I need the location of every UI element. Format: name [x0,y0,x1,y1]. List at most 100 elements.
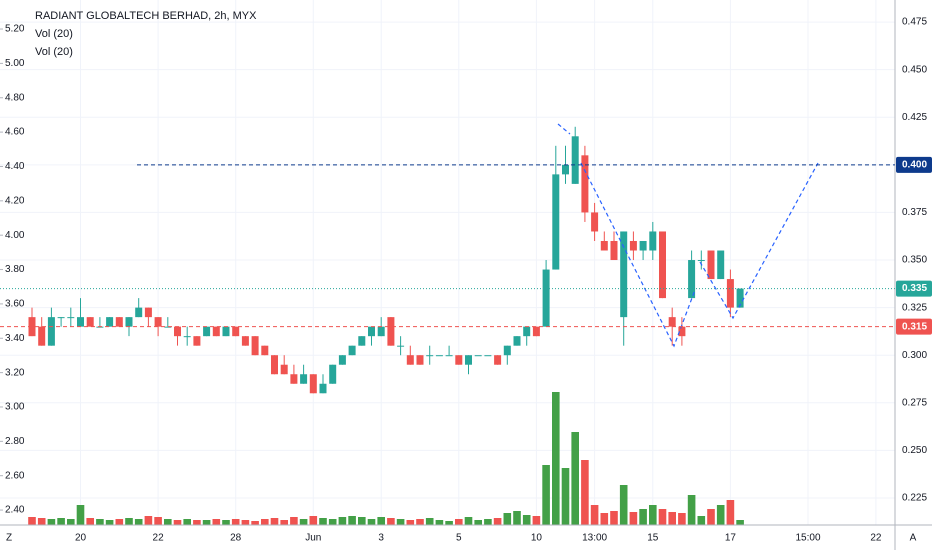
price-label: 0.335 [902,283,927,294]
volume-bar [367,519,376,525]
candle-body [47,317,55,346]
candle-body [300,374,308,384]
price-label-box [896,156,932,173]
chart-title: RADIANT GLOBALTECH BERHAD, 2h, MYX [35,10,257,22]
candle-body [397,345,405,347]
volume-bar [67,519,75,525]
volume-bar [561,468,570,525]
y-tick-label: 0.450 [902,64,927,75]
volume-bar [28,517,36,525]
volume-bar [571,432,579,525]
candle-body [552,174,560,270]
volume-bar [134,519,143,525]
candle-body [523,326,531,337]
candle-body [212,326,220,337]
candle-body [455,355,463,365]
candle-body [571,136,579,184]
candle-body [697,260,705,262]
volume-bar [222,520,230,525]
x-tick-label: 15:00 [795,533,820,544]
y2-tick-label: 4.00 [5,230,25,241]
volume-bar [590,505,599,525]
candle-body [659,231,666,299]
volume-bar [86,518,94,525]
volume-bar [377,517,385,525]
candle-body [309,374,317,394]
y2-tick-label: 4.80 [5,92,25,103]
y2-tick-label: 3.40 [5,333,25,344]
pattern-line [699,162,819,320]
corner-label[interactable]: A [910,533,917,544]
volume-bar [251,521,259,525]
candle-body [115,317,123,327]
volume-bar [513,511,521,525]
candle-body [726,279,734,308]
volume-bar [455,519,463,525]
candle-body [668,317,676,327]
volume-bar [716,505,725,525]
volume-bar [687,495,696,525]
volume-bar [619,485,628,525]
y-tick-label: 0.300 [902,350,927,361]
candle-body [251,336,259,356]
volume-bar [416,519,424,525]
candle-body [707,250,715,280]
candle-body [620,231,628,318]
candle-body [484,355,492,357]
volume-bar [726,500,735,525]
y2-tick-label: 3.80 [5,264,25,275]
y-tick-label: 0.325 [902,302,927,313]
price-label: 0.400 [902,159,927,170]
y-tick-label: 0.225 [902,493,927,504]
y2-tick-label: 5.20 [5,24,25,35]
candle-body [416,355,424,365]
pattern-drawing [557,123,819,348]
volume-bar [532,516,541,525]
volume-bar [96,519,104,525]
indicator-label: Vol (20) [35,46,73,58]
candle-body [348,345,356,356]
x-tick-label: 17 [725,533,737,544]
y-tick-label: 0.250 [902,445,927,456]
x-tick-label: 10 [531,533,543,544]
candle-body [203,326,211,337]
volume-bar [358,517,366,525]
volume-bar [445,521,453,525]
candle-body [77,317,84,327]
candle-body [639,240,647,251]
volume-bar [115,519,124,525]
corner-label[interactable]: Z [6,533,12,544]
y2-tick-label: 3.60 [5,299,25,310]
y2-tick-label: 3.00 [5,402,25,413]
volume-bar [173,520,182,525]
volume-bar [435,520,444,525]
candle-body [649,231,657,251]
candle-body [280,364,288,375]
candle-body [445,355,453,357]
candle-body [494,355,502,365]
volume-bar [542,465,550,525]
candle-body [688,260,696,299]
volume-bar [552,392,560,525]
candle-body [125,317,133,327]
volume-bar [57,518,65,525]
x-tick-label: 13:00 [582,533,607,544]
volume-bar [241,520,250,525]
volume-bar [484,519,492,525]
volume-bar [338,517,347,525]
candle-body [406,355,414,365]
volume-bar [261,519,269,525]
price-label-box [896,280,932,297]
candle-body [503,345,511,356]
volume-bar [193,520,201,525]
volume-bar [629,512,638,525]
candle-body [358,336,366,346]
candle-body [261,345,269,356]
candle-body [144,307,152,318]
candle-body [377,326,385,337]
candle-body [232,326,240,337]
volume-bar [474,520,482,525]
candle-body [610,240,618,261]
